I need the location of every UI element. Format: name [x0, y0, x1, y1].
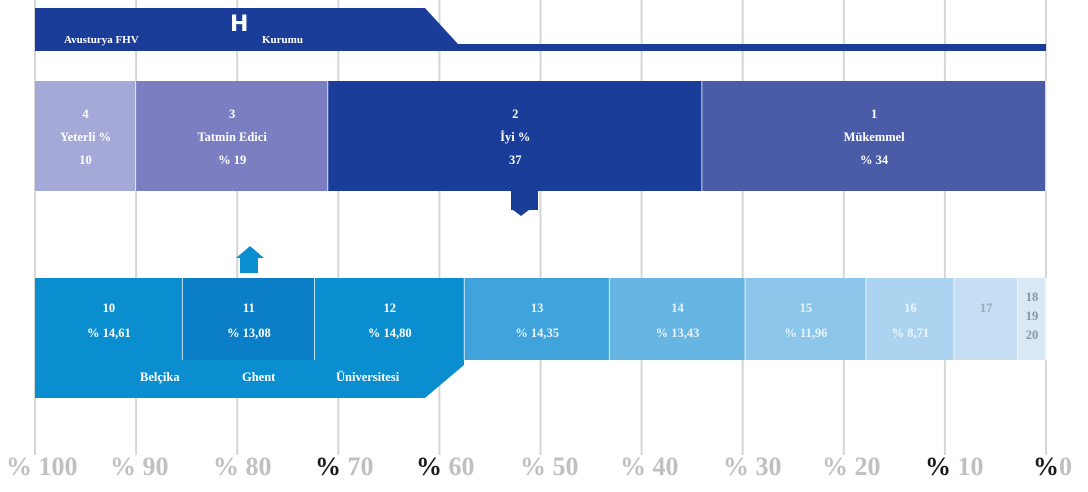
segment-label-line: % 14,80: [367, 326, 412, 340]
bottom-banner: [35, 355, 464, 398]
top-banner-right-label: Kurumu: [262, 34, 303, 46]
segment-label-line: 2: [512, 107, 519, 121]
segment-label: 10 % 14,61: [35, 296, 183, 346]
bottom-banner-word-3: Üniversitesi: [336, 370, 400, 384]
segment-label-line: 37: [508, 153, 522, 167]
bar-segment: [136, 81, 329, 191]
x-tick-label: % 10: [925, 452, 984, 481]
top-banner-icon: H: [230, 12, 249, 37]
segment-label-line: 11: [242, 301, 255, 315]
segment-label-line: 17: [979, 301, 993, 315]
segment-label-line: 3: [229, 107, 236, 121]
segment-label-line: % 14,35: [515, 326, 559, 340]
bar-segment: [314, 278, 465, 360]
segment-label-line: 15: [799, 301, 813, 315]
x-tick-label: % 30: [723, 452, 782, 481]
segment-label: 15 % 11,96: [745, 296, 866, 346]
bar-segment: [1018, 278, 1046, 360]
segment-label: 12 % 14,80: [315, 296, 465, 346]
segment-label: 13 % 14,35: [465, 296, 610, 346]
segment-label-line: 12: [383, 301, 397, 315]
segment-label-line: Yeterli %: [60, 130, 112, 144]
segment-label: 1 Mükemmel % 34: [702, 103, 1046, 172]
top-banner: [35, 8, 1046, 51]
x-tick-label: % 100: [6, 452, 78, 481]
segment-label-line: İyi %: [500, 130, 531, 144]
bar-segment: [182, 278, 315, 360]
x-tick-label: % 20: [822, 452, 881, 481]
segment-label-line: % 34: [860, 153, 889, 167]
segment-label-line: 14: [671, 301, 684, 315]
bar-segment: [35, 81, 137, 191]
segment-label: 11 % 13,08: [183, 296, 315, 346]
segment-label-line: Mükemmel: [843, 130, 905, 144]
top-banner-left-label: Avusturya FHV: [64, 34, 139, 46]
segment-label-line: % 13,08: [226, 326, 271, 340]
bar-segment: [464, 278, 610, 360]
x-tick-label: %0: [1033, 452, 1072, 481]
segment-label-line: 4: [82, 107, 89, 121]
segment-label-line: 20: [1025, 328, 1039, 342]
segment-label-line: 16: [904, 301, 917, 315]
x-tick-label: % 40: [620, 452, 679, 481]
bar-segment: [328, 81, 703, 191]
down-arrow-icon: [511, 191, 538, 216]
segment-label-line: 10: [102, 301, 116, 315]
bar-segment: [745, 278, 867, 360]
bottom-banner-word-1: Belçika: [140, 370, 180, 384]
bar-segment: [954, 278, 1019, 360]
bottom-banner-word-2: Ghent: [242, 370, 276, 384]
x-tick-label: % 50: [520, 452, 579, 481]
bar-segment: [866, 278, 955, 360]
segment-label-line: % 13,43: [655, 326, 700, 340]
x-tick-label: % 80: [213, 452, 272, 481]
segment-label: 14 % 13,43: [610, 296, 746, 346]
x-tick-label: % 60: [416, 452, 475, 481]
segment-label-line: 19: [1025, 309, 1039, 323]
segment-label-line: % 19: [218, 153, 247, 167]
segment-label-line: 1: [870, 107, 878, 121]
bar-segment: [35, 278, 183, 360]
segment-label-line: % 11,96: [784, 326, 828, 340]
segment-label-line: % 14,61: [86, 326, 131, 340]
up-arrow-icon: [236, 246, 264, 273]
segment-label-line: 10: [79, 153, 92, 167]
segment-label-line: % 8,71: [891, 326, 930, 340]
bar-segment: [609, 278, 746, 360]
x-tick-label: % 70: [315, 452, 374, 481]
segment-label-line: 18: [1025, 290, 1039, 304]
bar-segment: [702, 81, 1046, 191]
segment-label: 2 İyi % 37: [328, 103, 702, 172]
segment-label: 3 Tatmin Edici % 19: [136, 103, 328, 172]
segment-label: 4 Yeterli % 10: [35, 103, 136, 172]
segment-label-line: 13: [530, 301, 544, 315]
segment-label-line: Tatmin Edici: [197, 130, 267, 144]
segment-label: 18 19 20: [1018, 288, 1046, 345]
x-tick-label: % 90: [110, 452, 169, 481]
segment-label: 16 % 8,71: [866, 296, 954, 346]
segment-label: 17: [954, 296, 1018, 321]
